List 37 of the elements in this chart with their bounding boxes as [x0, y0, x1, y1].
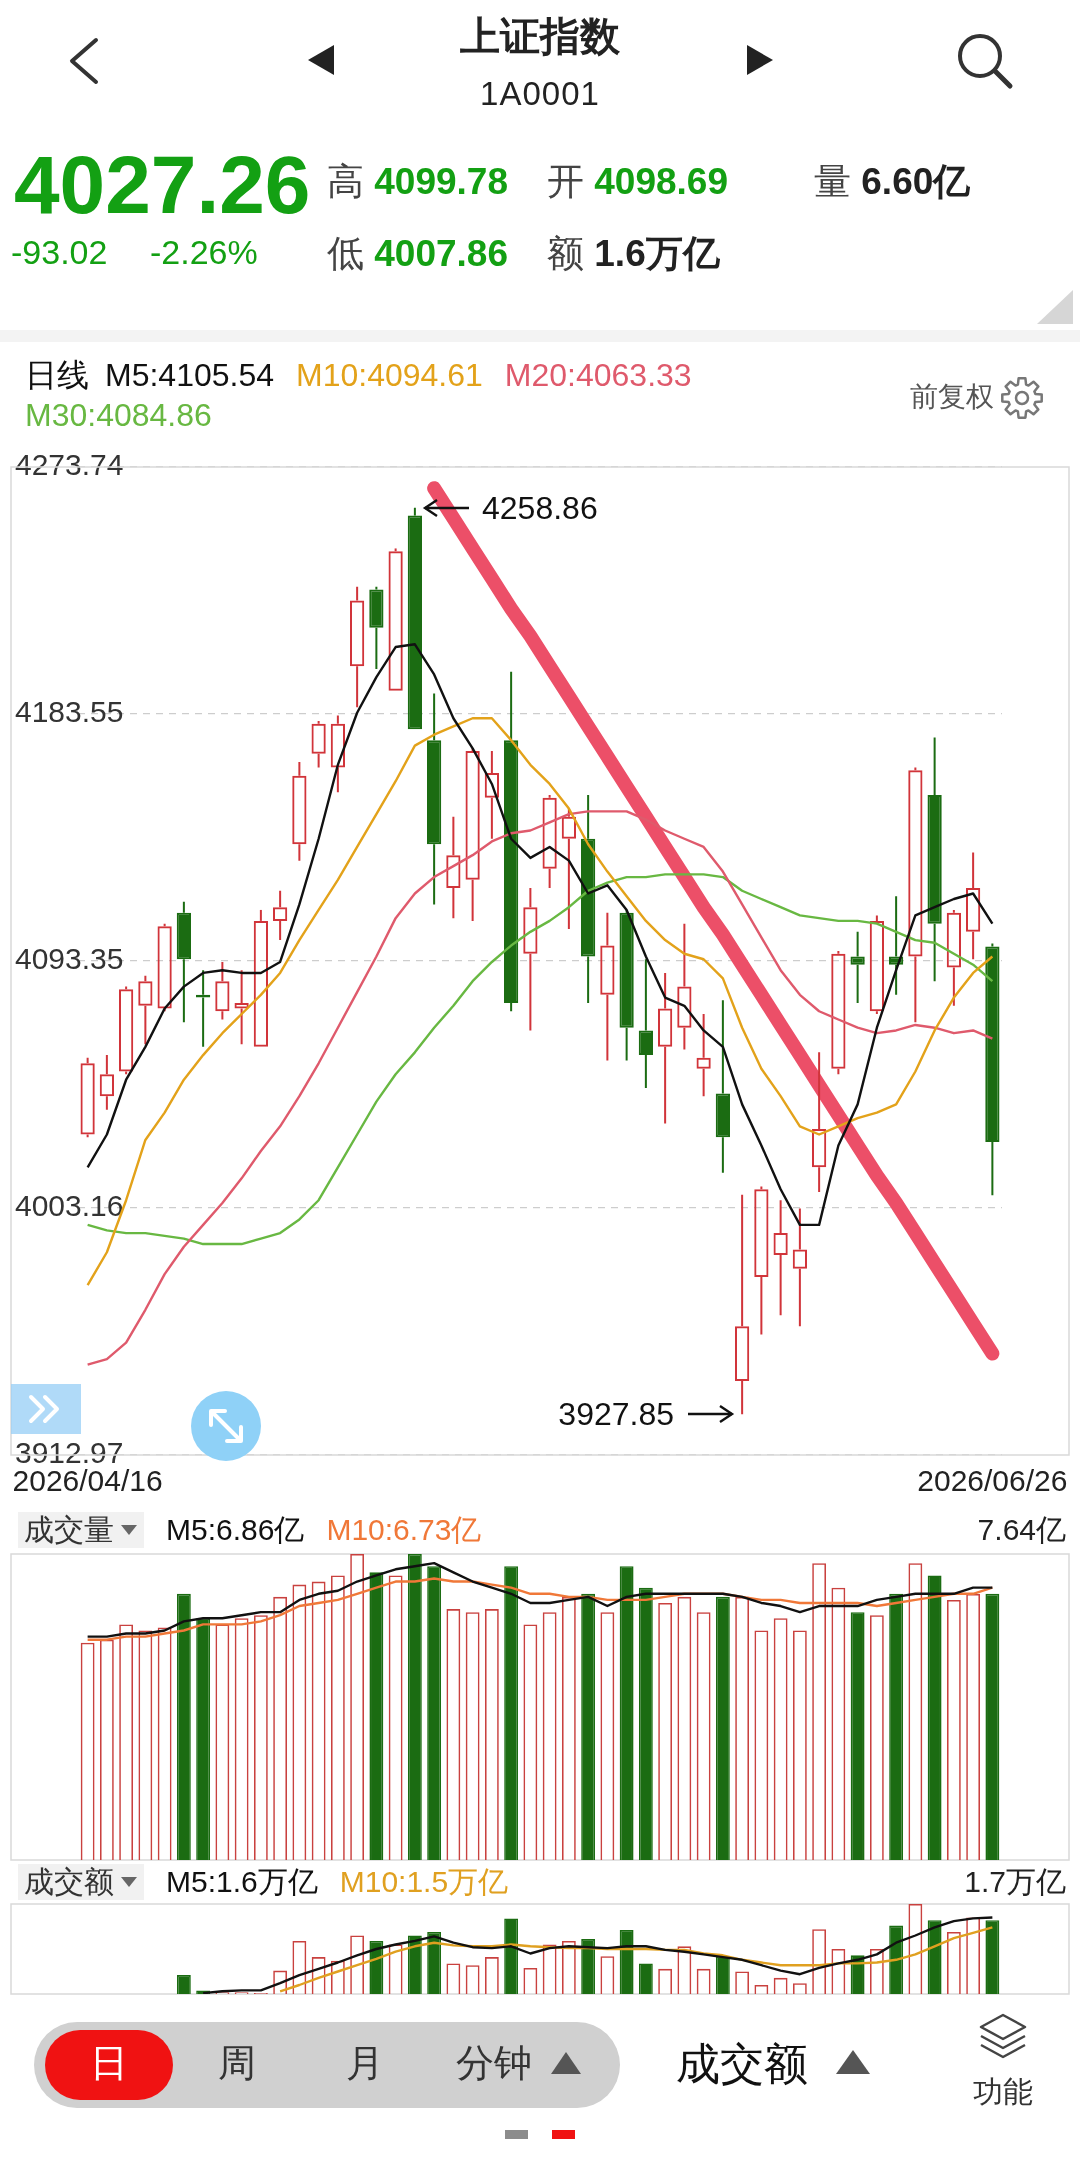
series-label: M10:6.73亿: [326, 1512, 482, 1548]
text: 4027.26: [14, 138, 311, 232]
text: M20:4063.33: [504, 356, 692, 395]
text: 1.7万亿: [964, 1864, 1066, 1900]
text: M30:4084.86: [25, 396, 212, 435]
annotation: 4258.86: [482, 489, 598, 528]
text: 分钟: [456, 2041, 532, 2086]
series-label: M5:6.86亿: [166, 1512, 305, 1548]
y-tick-label: 4003.16: [15, 1189, 124, 1223]
text: -93.02: [11, 232, 108, 273]
text: M10:4094.61: [296, 356, 483, 395]
text: 低 4007.86: [327, 233, 509, 274]
chart-title: 成交额: [24, 1864, 114, 1900]
text: 量 6.60亿: [814, 161, 971, 202]
text: M5:4105.54: [105, 356, 275, 395]
text: 前复权: [910, 380, 994, 414]
text: 额 1.6万亿: [547, 233, 720, 274]
text: 功能: [973, 2074, 1033, 2110]
text: -2.26%: [150, 232, 258, 273]
legend-title: 日线: [25, 356, 89, 395]
series-label: M10:1.5万亿: [339, 1864, 509, 1900]
text: M5:1.6万亿: [166, 1864, 318, 1900]
annotation: 3927.85: [558, 1395, 674, 1434]
y-tick-label: 4273.74: [15, 448, 124, 482]
chart-title: 上证指数: [460, 13, 620, 60]
y-tick-label: 4183.55: [15, 695, 124, 729]
text: 高 4099.78: [327, 161, 509, 202]
text: 开 4098.69: [547, 161, 729, 202]
chart-title: 成交量: [24, 1512, 114, 1548]
text: 日: [90, 2041, 128, 2086]
text: 月: [346, 2041, 384, 2086]
text: 周: [218, 2041, 256, 2086]
text: 7.64亿: [977, 1512, 1066, 1548]
x-tick-label: 2026/06/26: [917, 1464, 1068, 1498]
y-tick-label: 4093.35: [15, 942, 124, 976]
text: 成交额: [676, 2038, 808, 2090]
chart-subtitle: 1A0001: [480, 74, 600, 114]
